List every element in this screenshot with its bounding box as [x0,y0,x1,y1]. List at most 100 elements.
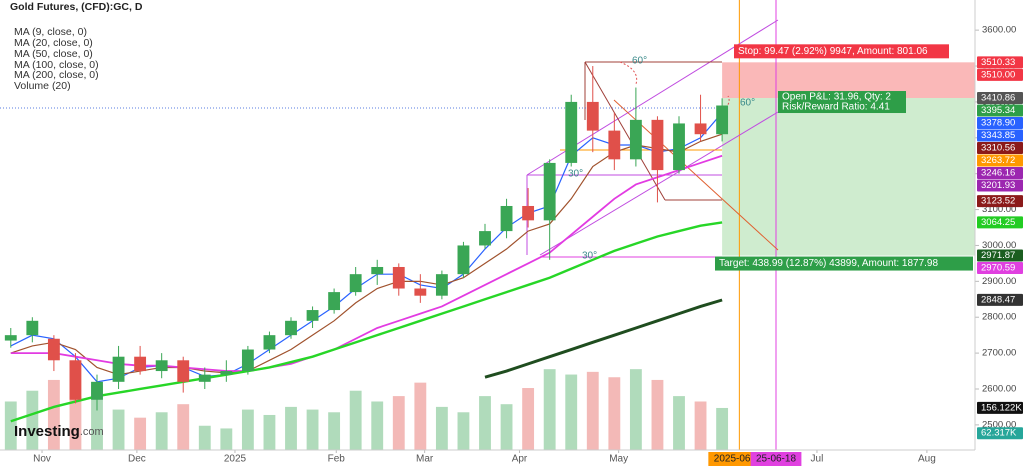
candle-body [134,356,147,372]
channel-line [539,111,779,256]
volume-bar [69,396,82,450]
angle-label: 30° [568,169,583,180]
candle-body [543,162,556,221]
volume-bar [198,425,211,450]
target-label: Target: 438.99 (12.87%) 43899, Amount: 1… [719,258,938,269]
target-box [715,256,973,271]
legend-entry: MA (100, close, 0) [14,59,99,71]
price-tag [977,129,1023,142]
volume-bar [629,369,642,450]
volume-bar [349,390,362,450]
price-tag-label: 156.122K [981,402,1022,413]
price-tag [977,216,1023,229]
price-tag [977,68,1023,81]
volume-bar [673,396,685,450]
ratio-label: Risk/Reward Ratio: 4.41 [782,102,890,113]
volume-bar [651,379,664,450]
volume-bar [112,409,125,450]
price-tag [977,179,1023,192]
plot [4,66,729,450]
y-tick-label: 3600.00 [982,25,1016,36]
candle-body [112,356,125,382]
candle-body [522,205,535,221]
candle-body [694,123,707,135]
candle-body [285,320,297,336]
volume-bar [91,385,103,450]
target-zone [722,98,975,256]
price-tag-label: 3123.52 [981,196,1015,207]
price-tag-label: 3201.93 [981,180,1015,191]
marker-label: 25-06-18 [756,454,796,465]
volume-bar [26,390,39,450]
volume-bar [134,417,147,450]
price-tag [977,427,1023,440]
volume-bar [47,379,60,450]
y-tick-label: 3100.00 [982,204,1016,215]
volume-bar [328,412,341,450]
volume-bar [371,401,384,450]
x-tick-label: Apr [512,454,528,465]
price-tag [977,104,1023,117]
candle-body [435,274,448,296]
candle-body [349,274,362,293]
candle-body [608,130,621,160]
candle-body [91,381,103,400]
x-tick-label: Aug [918,454,936,465]
volume-bar [155,412,168,450]
price-tag-label: 3378.90 [981,118,1015,129]
x-tick-label: 2025 [224,454,247,465]
candle-body [328,292,341,311]
candle-body [414,288,427,296]
x-tick-label: Jul [811,454,824,465]
price-tag-label: 3510.33 [981,57,1015,68]
angle-label: 30° [582,251,597,262]
stop-label: Stop: 99.47 (2.92%) 9947, Amount: 801.06 [738,46,928,57]
volume-bar [543,369,556,450]
price-tag-label: 3410.86 [981,93,1015,104]
pnl-box [778,91,906,114]
candle-body [306,310,319,321]
candle-body [629,119,642,160]
drawings [0,19,779,258]
candle-body [177,360,190,382]
candle-body [47,338,60,361]
angle-label: 60° [740,98,755,109]
price-tag-label: 3246.16 [981,168,1015,179]
candle-body [26,320,39,336]
volume-bar [392,396,405,450]
legend-entry: Volume (20) [14,80,71,92]
volume-bar [457,412,470,450]
volume-bar [586,371,599,450]
price-tag-label: 2971.87 [981,250,1015,261]
price-tag [977,262,1023,275]
y-tick-label: 3000.00 [982,240,1016,251]
volume-bar [565,374,578,450]
moving-average [10,221,723,423]
angle-arc [619,61,638,85]
price-tag [977,154,1023,167]
candle-body [4,335,17,341]
moving-average [484,298,723,379]
candle-body [198,374,211,382]
volume-bar [414,382,427,450]
x-tick-label: May [609,454,628,465]
volume-bar [241,409,254,450]
x-tick-label: Mar [416,454,434,465]
volume-bar [4,401,17,450]
price-tag [977,195,1023,208]
x-tick-label: Dec [128,454,146,465]
x-tick-label: Feb [328,454,346,465]
triangle-line [584,61,666,201]
volume-bar [500,404,513,450]
y-tick-label: 2700.00 [982,348,1016,359]
candle-body [500,205,513,232]
y-tick-label: 2900.00 [982,276,1016,287]
moving-average [10,154,723,372]
price-tag-label: 3510.00 [981,69,1015,80]
candle-body [479,231,491,246]
price-tag [977,142,1023,155]
legend-entry: MA (200, close, 0) [14,69,99,81]
y-tick-label: 2600.00 [982,384,1016,395]
price-tag-label: 62.317K [981,428,1017,439]
